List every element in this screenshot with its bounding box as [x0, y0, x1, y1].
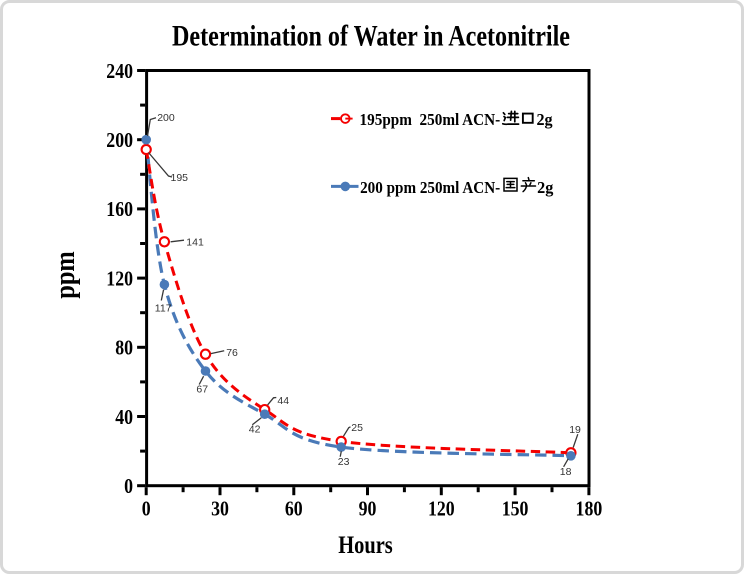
svg-text:200 ppm 250ml ACN-: 200 ppm 250ml ACN- [360, 178, 500, 197]
svg-text:2g: 2g [537, 178, 554, 197]
svg-text:195: 195 [171, 172, 189, 184]
svg-text:120: 120 [106, 266, 133, 290]
svg-text:Hours: Hours [338, 532, 393, 559]
svg-text:19: 19 [569, 424, 581, 436]
svg-text:25: 25 [351, 422, 363, 434]
svg-text:160: 160 [106, 197, 133, 221]
svg-text:30: 30 [211, 497, 229, 521]
svg-text:120: 120 [428, 497, 455, 521]
svg-text:141: 141 [186, 236, 204, 248]
svg-text:117: 117 [155, 302, 172, 314]
svg-text:40: 40 [115, 405, 133, 429]
svg-text:200: 200 [157, 112, 175, 124]
svg-text:42: 42 [249, 423, 261, 435]
svg-text:Determination of Water in Acet: Determination of Water in Acetonitrile [172, 20, 570, 53]
svg-text:80: 80 [115, 336, 133, 360]
svg-text:44: 44 [277, 395, 289, 407]
svg-text:60: 60 [285, 497, 303, 521]
svg-text:90: 90 [359, 497, 377, 521]
svg-text:2g: 2g [537, 110, 554, 129]
svg-text:240: 240 [106, 59, 133, 83]
svg-text:23: 23 [338, 456, 350, 468]
svg-text:150: 150 [502, 497, 529, 521]
svg-text:195ppm 250ml ACN-: 195ppm 250ml ACN- [360, 110, 501, 129]
svg-text:76: 76 [226, 347, 238, 359]
svg-text:18: 18 [560, 466, 572, 478]
svg-text:0: 0 [124, 474, 133, 498]
svg-text:ppm: ppm [50, 251, 81, 299]
svg-text:200: 200 [106, 128, 133, 152]
svg-text:67: 67 [196, 383, 208, 395]
svg-text:0: 0 [142, 497, 151, 521]
svg-text:180: 180 [576, 497, 603, 521]
